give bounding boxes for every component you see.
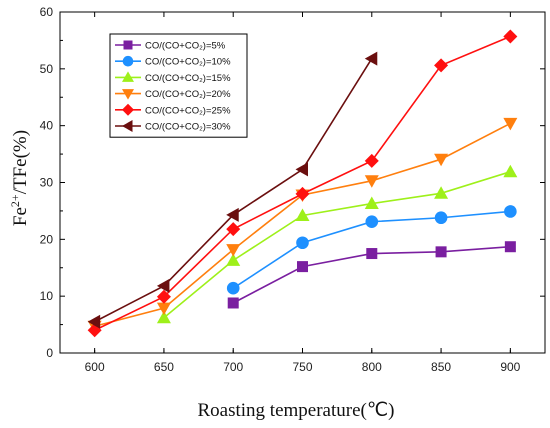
y-tick-label: 20 xyxy=(40,232,54,246)
data-point xyxy=(226,253,241,266)
data-point xyxy=(503,29,518,44)
data-point xyxy=(156,289,171,304)
data-point xyxy=(156,310,171,324)
data-point xyxy=(226,244,241,257)
data-point xyxy=(504,205,517,218)
legend-entry: CO/(CO+CO₂)=5% xyxy=(115,40,226,52)
legend-marker xyxy=(122,103,134,116)
y-axis-title: Fe2+/TFe(%) xyxy=(8,130,31,226)
axis-ticks: 600 650 700 750 800 850 900 0 10 20 30 40 50 60 xyxy=(40,5,545,374)
legend-marker xyxy=(122,89,134,100)
data-point xyxy=(434,153,449,167)
x-tick-label: 850 xyxy=(431,360,451,374)
data-point xyxy=(87,314,101,329)
legend-label: CO/(CO+CO₂)=25% xyxy=(145,105,231,116)
legend-label: CO/(CO+CO₂)=10% xyxy=(145,57,231,68)
legend-label: CO/(CO+CO₂)=20% xyxy=(145,89,231,100)
series-1 xyxy=(227,241,516,309)
data-point xyxy=(226,207,239,222)
data-point xyxy=(435,246,447,258)
y-axis-title-main: Fe xyxy=(10,207,31,226)
legend-marker xyxy=(122,55,134,67)
data-point xyxy=(364,196,379,210)
legend-marker xyxy=(123,40,133,50)
data-point xyxy=(504,241,516,253)
series-3 xyxy=(156,164,518,324)
legend-box xyxy=(109,33,248,138)
x-tick-label: 900 xyxy=(500,360,520,374)
data-point xyxy=(503,164,518,178)
legend: CO/(CO+CO₂)=5% CO/(CO+CO₂)=10% CO/(CO+CO₂)… xyxy=(109,33,248,138)
y-axis-title-rest: /TFe(%) xyxy=(10,130,31,194)
x-tick-label: 600 xyxy=(85,360,105,374)
data-point xyxy=(364,175,379,188)
legend-label: CO/(CO+CO₂)=30% xyxy=(145,122,231,133)
legend-label: CO/(CO+CO₂)=15% xyxy=(145,73,231,84)
series-6 xyxy=(87,51,378,329)
x-tick-label: 700 xyxy=(223,360,243,374)
legend-marker xyxy=(122,71,134,82)
legend-marker xyxy=(122,120,133,132)
data-point xyxy=(434,211,448,225)
data-point xyxy=(365,215,379,229)
data-point xyxy=(297,261,308,273)
data-point xyxy=(226,222,241,237)
y-tick-label: 30 xyxy=(40,176,54,190)
data-point xyxy=(227,297,239,309)
x-tick-label: 800 xyxy=(362,360,382,374)
x-tick-label: 650 xyxy=(154,360,174,374)
data-point xyxy=(295,208,310,221)
series-2 xyxy=(226,205,517,295)
y-tick-label: 10 xyxy=(40,289,54,303)
series-layer xyxy=(87,29,518,338)
legend-label: CO/(CO+CO₂)=5% xyxy=(145,41,226,52)
data-point xyxy=(296,236,309,250)
series-5 xyxy=(87,29,518,338)
data-point xyxy=(156,278,170,293)
data-point xyxy=(364,153,379,168)
x-tick-label: 750 xyxy=(292,360,312,374)
y-tick-label: 60 xyxy=(40,5,54,19)
y-tick-label: 0 xyxy=(46,346,53,360)
data-point xyxy=(364,51,378,66)
data-point xyxy=(156,302,171,316)
series-line xyxy=(163,170,511,319)
legend-entry: CO/(CO+CO₂)=30% xyxy=(115,120,231,133)
legend-entry: CO/(CO+CO₂)=15% xyxy=(115,71,231,84)
y-axis-title-sup: 2+ xyxy=(8,194,22,207)
data-point xyxy=(295,162,308,177)
data-point xyxy=(295,186,310,201)
data-point xyxy=(503,117,518,131)
data-point xyxy=(226,281,240,295)
y-tick-label: 40 xyxy=(40,119,54,133)
data-point xyxy=(366,248,378,260)
data-point xyxy=(434,186,449,199)
data-point xyxy=(434,58,449,73)
y-tick-label: 50 xyxy=(40,62,54,76)
legend-entry: CO/(CO+CO₂)=25% xyxy=(115,103,231,116)
legend-entry: CO/(CO+CO₂)=10% xyxy=(115,55,231,68)
x-axis-title: Roasting temperature(℃) xyxy=(197,400,394,421)
legend-entry: CO/(CO+CO₂)=20% xyxy=(115,89,231,100)
